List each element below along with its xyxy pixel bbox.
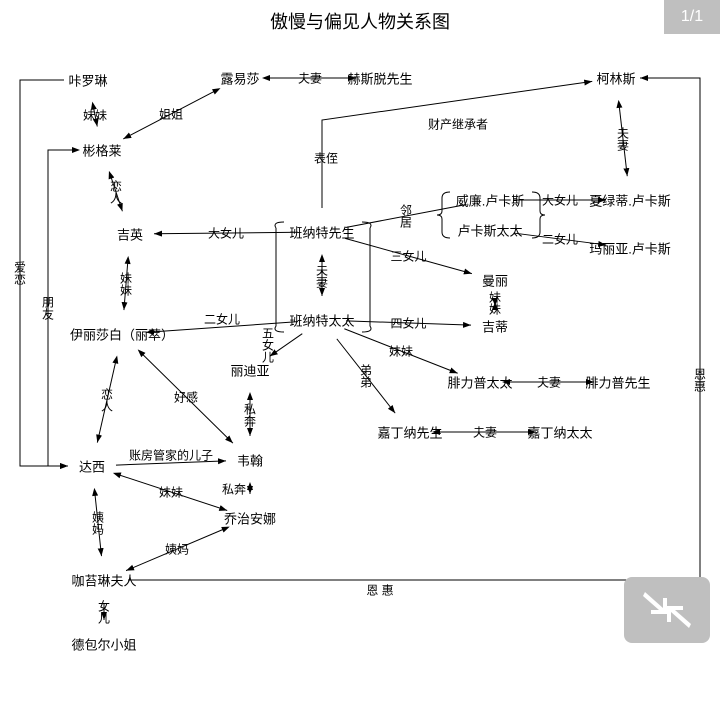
edge-label: 恩惠: [692, 368, 709, 392]
edge-label: 三女儿: [390, 248, 426, 265]
edge-label: 大女儿: [542, 192, 578, 209]
node-label: 彬格莱: [82, 141, 121, 160]
edge-label: 财产继承者: [428, 116, 488, 133]
node-label: 夏绿蒂.卢卡斯: [589, 191, 671, 210]
edge-label: 邻居: [398, 204, 415, 228]
fullscreen-toggle-button[interactable]: [624, 577, 710, 643]
edge-label: 五女儿: [260, 327, 277, 363]
edge-label: 私奔: [242, 403, 259, 427]
edge-label: 私奔: [222, 481, 246, 498]
node-label: 嘉丁纳先生: [377, 423, 442, 442]
node-label: 达西: [79, 457, 105, 476]
node-label: 班纳特先生: [289, 223, 354, 242]
node-label: 腓力普先生: [585, 373, 650, 392]
edge-label: 爱恋: [12, 261, 29, 285]
edge-label: 妹妹: [83, 107, 107, 124]
fullscreen-collapse-icon: [641, 590, 693, 630]
node-label: 赫斯脱先生: [347, 69, 412, 88]
edge-label: 夫妻: [537, 374, 561, 391]
node-label: 乔治安娜: [224, 509, 276, 528]
edge-label: 弟弟: [358, 364, 375, 388]
edge-label: 夫妻: [298, 70, 322, 87]
edge-label: 二女儿: [204, 311, 240, 328]
node-label: 伊丽莎白（丽萃）: [70, 325, 174, 344]
edge-label: 姐姐: [159, 106, 183, 123]
edge-label: 恩 惠: [366, 582, 393, 599]
node-label: 露易莎: [220, 69, 259, 88]
node-label: 咔罗琳: [68, 71, 107, 90]
node-label: 玛丽亚.卢卡斯: [589, 239, 671, 258]
edge-label: 姨妈: [90, 511, 107, 535]
edge-label: 夫妻: [615, 127, 632, 151]
edge-label: 妹妹: [118, 272, 135, 296]
node-label: 嘉丁纳太太: [527, 423, 592, 442]
edge-label: 妹妹: [159, 484, 183, 501]
edge-label: 夫妻: [473, 424, 497, 441]
node-label: 韦翰: [237, 451, 263, 470]
edge-label: 账房管家的儿子: [129, 447, 213, 464]
node-label: 吉英: [117, 225, 143, 244]
node-label: 腓力普太太: [447, 373, 512, 392]
node-label: 卢卡斯太太: [457, 221, 522, 240]
edge-label: 姨妈: [165, 541, 189, 558]
edge-label: 大女儿: [208, 225, 244, 242]
edge-label: 夫妻: [314, 264, 331, 288]
node-label: 班纳特太太: [289, 311, 354, 330]
edge-label: 好感: [174, 389, 198, 406]
edge-label: 女儿: [96, 600, 113, 624]
node-label: 曼丽: [482, 271, 508, 290]
edge-label: 妹妹: [487, 291, 504, 315]
edge-label: 恋人: [108, 180, 125, 204]
edge-label: 表侄: [314, 150, 338, 167]
node-label: 德包尔小姐: [71, 635, 136, 654]
node-label: 吉蒂: [482, 317, 508, 336]
edge-label: 二女儿: [542, 231, 578, 248]
node-label: 柯林斯: [596, 69, 635, 88]
edge-label: 朋友: [40, 296, 57, 320]
edge-label: 四女儿: [390, 315, 426, 332]
edge-label: 妹妹: [389, 343, 413, 360]
node-label: 丽迪亚: [230, 361, 269, 380]
edge-label: 恋人: [99, 388, 116, 412]
node-label: 威廉.卢卡斯: [456, 191, 525, 210]
node-label: 咖苔琳夫人: [71, 571, 136, 590]
